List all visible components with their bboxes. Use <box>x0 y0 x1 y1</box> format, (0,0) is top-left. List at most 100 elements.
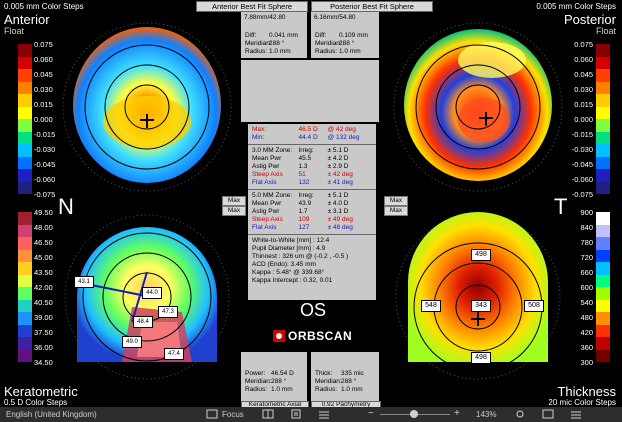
anterior-color-scale: 0.075 0.060 0.045 0.030 0.015 0.000 -0.015 -0.0… <box>18 40 60 199</box>
zone3-astig-value: 1.3 <box>298 163 308 170</box>
scale-label: 0.015 <box>574 100 593 109</box>
zoom-slider-thumb[interactable] <box>410 410 418 418</box>
max-button-4[interactable]: Max <box>384 206 408 216</box>
ant-meridian-label: Meridian: <box>245 40 272 47</box>
blank-panel <box>241 60 379 122</box>
scale-label: 480 <box>580 313 593 322</box>
scale-label: 0.000 <box>574 115 593 124</box>
kerato-meridian-value: 288 ° <box>271 378 287 385</box>
fit-page-icon[interactable] <box>542 409 554 421</box>
kerato-radius-label: Radius: <box>245 386 268 393</box>
max-button-2[interactable]: Max <box>222 206 246 216</box>
scale-label: 42.00 <box>34 283 53 292</box>
settings-icon[interactable] <box>514 409 526 421</box>
scale-label: 36.00 <box>34 343 53 352</box>
posterior-color-steps: 0.005 mm Color Steps <box>536 2 616 11</box>
scale-segment <box>18 94 32 107</box>
zone5-meanpwr-err: ± 4.0 D <box>327 200 349 207</box>
scale-segment <box>18 249 32 262</box>
scale-segment <box>18 131 32 144</box>
kerato-label-f: 47.4 <box>164 348 184 360</box>
keratometric-color-steps: 0.5 D Color Steps <box>4 398 68 407</box>
scale-segment <box>596 131 610 144</box>
scale-label: 0.060 <box>34 55 53 64</box>
thickness-bottom: 498 <box>471 352 491 364</box>
scale-gradient <box>18 212 32 362</box>
scale-segment <box>18 237 32 250</box>
anterior-fit-panel: 7.88mm/42.80 Diff: 0.041 mm Meridian: 288 … <box>241 12 307 58</box>
anterior-title: Anterior <box>4 12 50 27</box>
zoom-level[interactable]: 143% <box>476 410 497 419</box>
scale-segment <box>18 69 32 82</box>
scale-segment <box>596 337 610 350</box>
language-indicator[interactable]: English (United Kingdom) <box>6 410 97 419</box>
anterior-radius: 7.88mm/42.80 <box>244 14 286 21</box>
scale-segment <box>596 324 610 337</box>
zone3-irreg-value: ± 5.1 D <box>327 147 349 154</box>
zone5-astig-err: ± 3.1 D <box>327 208 349 215</box>
max-button-3[interactable]: Max <box>384 196 408 206</box>
scale-label: 780 <box>580 238 593 247</box>
zoom-out-button[interactable]: − <box>368 408 374 419</box>
kerato-power-label: Power: <box>245 370 266 377</box>
scale-label: 0.075 <box>34 40 53 49</box>
white-to-white: White-to-White [mm] : 12.4 <box>252 237 330 244</box>
scale-segment <box>596 299 610 312</box>
layout-icon[interactable] <box>570 409 582 421</box>
scale-segment <box>18 144 32 157</box>
zone3-meanpwr-value: 45.5 <box>298 155 312 162</box>
ant-radius-value: 1.0 mm <box>269 48 291 55</box>
scale-label: 34.50 <box>34 358 53 367</box>
scale-segment <box>596 94 610 107</box>
scale-segment <box>596 144 610 157</box>
zone3-steep-label: Steep Axis <box>252 171 283 178</box>
min-axis: @ 132 deg <box>327 134 360 141</box>
scale-segment <box>18 337 32 350</box>
kerato-power-value: 46.54 D <box>271 370 294 377</box>
statistics-panel: Max: 46.5 D @ 42 deg Min: 44.4 D @ 132 deg 3… <box>248 124 376 300</box>
max-axis: @ 42 deg <box>327 126 356 133</box>
scale-label: 0.075 <box>574 40 593 49</box>
orbscan-logo-icon <box>273 330 285 342</box>
ant-meridian-value: 288 ° <box>269 40 285 47</box>
scale-segment <box>18 287 32 300</box>
scale-segment <box>596 56 610 69</box>
scale-label: 46.50 <box>34 238 53 247</box>
scale-label: -0.045 <box>34 160 56 169</box>
scale-segment <box>18 119 32 132</box>
scale-segment <box>596 249 610 262</box>
max-button-1[interactable]: Max <box>222 196 246 206</box>
scale-segment <box>18 224 32 237</box>
zoom-in-button[interactable]: + <box>454 408 460 419</box>
scale-label: 39.00 <box>34 313 53 322</box>
focus-icon[interactable] <box>206 409 218 421</box>
print-layout-icon[interactable] <box>290 409 302 421</box>
read-mode-icon[interactable] <box>262 409 274 421</box>
scale-label: 0.015 <box>34 100 53 109</box>
scale-segment <box>596 349 610 362</box>
scale-segment <box>18 312 32 325</box>
focus-button[interactable]: Focus <box>222 410 244 419</box>
zone5-astig-value: 1.7 <box>298 208 308 215</box>
posterior-title: Posterior <box>563 12 616 27</box>
status-bar: English (United Kingdom) Focus − + 143% <box>0 407 622 422</box>
thickness-top: 498 <box>471 249 491 261</box>
min-value: 44.4 D <box>298 134 318 141</box>
scale-segment <box>18 349 32 362</box>
pachy-fit-panel: Thick: 335 mic Meridian: 288 ° Radius: 1.0 … <box>311 352 379 402</box>
zone3-astig-err: ± 2.9 D <box>327 163 349 170</box>
zone3-steep-value: 51 <box>298 171 306 178</box>
scale-segment <box>596 119 610 132</box>
kerato-label-a: 43.1 <box>74 276 94 288</box>
scale-label: -0.060 <box>34 175 56 184</box>
scale-label: 40.50 <box>34 298 53 307</box>
zone3-label: 3.0 MM Zone: <box>252 147 293 154</box>
scale-segment <box>18 274 32 287</box>
post-diff-label: Diff: <box>315 32 327 39</box>
post-radius-value: 1.0 mm <box>339 48 361 55</box>
scale-segment <box>596 156 610 169</box>
scale-label: -0.015 <box>34 130 56 139</box>
web-layout-icon[interactable] <box>318 409 330 421</box>
posterior-color-scale: 0.075 0.060 0.045 0.030 0.015 0.000 -0.015 -0.0… <box>568 40 610 199</box>
kappa-intercept: Kappa Intercept : 0.32, 0.01 <box>252 277 333 284</box>
